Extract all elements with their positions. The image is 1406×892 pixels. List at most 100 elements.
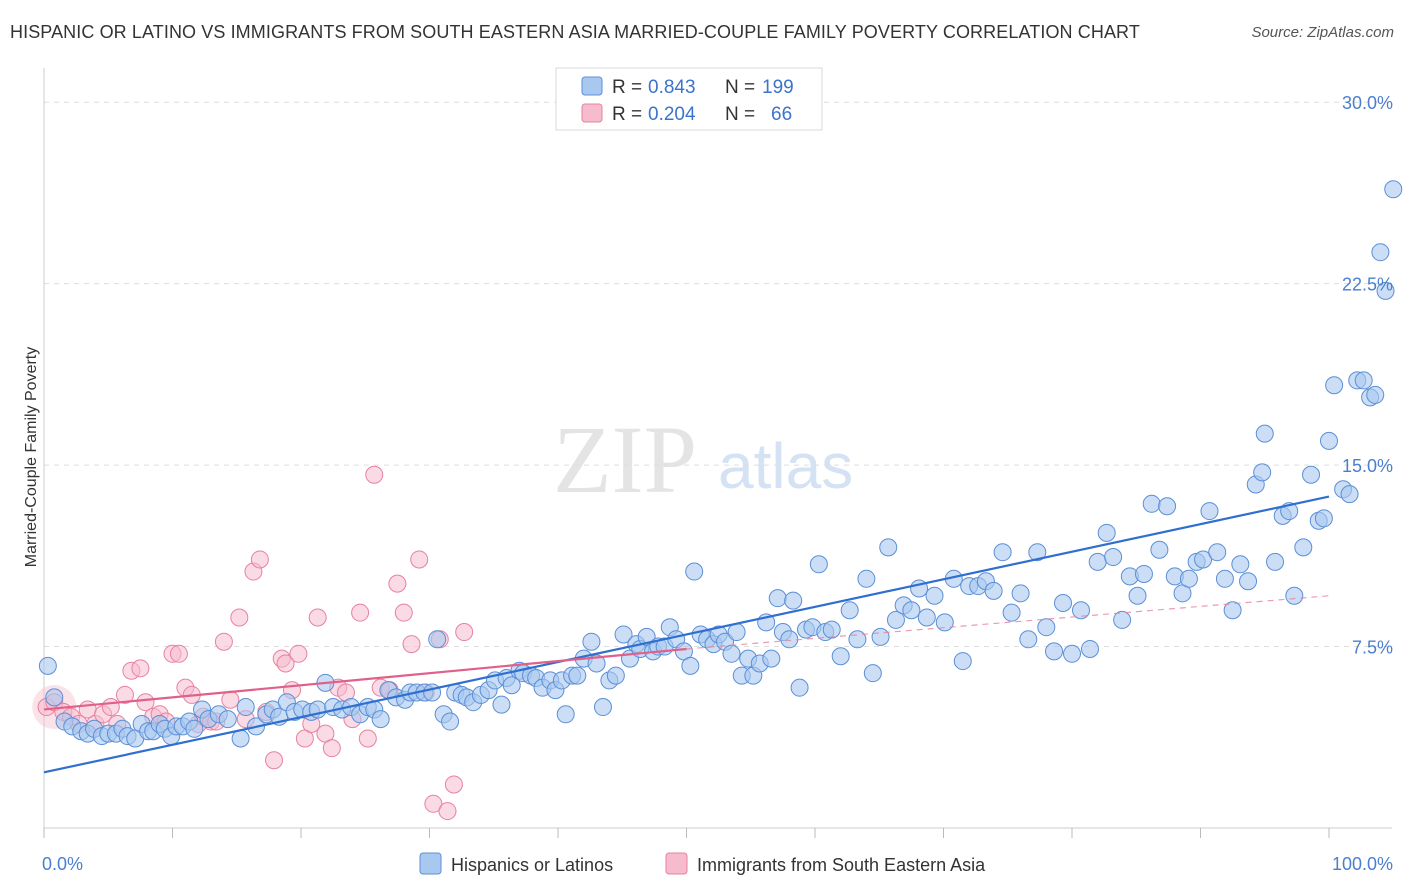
y-tick-label: 7.5% — [1352, 638, 1393, 658]
blue-point — [423, 683, 442, 702]
bottom-legend-label: Hispanics or Latinos — [451, 855, 613, 875]
x-tick-label: 0.0% — [42, 854, 83, 874]
pink-point — [410, 550, 429, 569]
blue-point — [993, 543, 1012, 562]
blue-point — [1071, 601, 1090, 620]
blue-point — [441, 712, 460, 731]
blue-point — [1320, 431, 1338, 450]
pink-trend-line — [43, 647, 687, 711]
legend-n-value: 66 — [771, 104, 792, 125]
blue-point — [768, 589, 787, 608]
blue-point — [1376, 281, 1395, 300]
blue-point — [984, 581, 1003, 600]
blue-point — [587, 654, 606, 673]
pink-point — [131, 659, 150, 678]
blue-point — [1019, 630, 1038, 649]
blue-point — [371, 710, 390, 729]
legend-r-label: R = — [612, 104, 642, 125]
blue-point — [1028, 543, 1047, 562]
blue-point — [1215, 569, 1234, 588]
blue-point — [593, 698, 612, 717]
blue-point — [1231, 555, 1250, 574]
blue-point — [1037, 618, 1056, 637]
pink-point — [136, 693, 155, 712]
bottom-legend-label: Immigrants from South Eastern Asia — [697, 855, 986, 875]
blue-point — [863, 664, 882, 683]
blue-point — [1200, 502, 1219, 521]
blue-point — [502, 676, 521, 695]
chart-title: HISPANIC OR LATINO VS IMMIGRANTS FROM SO… — [10, 22, 1140, 42]
blue-trend-line — [43, 495, 1330, 774]
blue-point — [1088, 552, 1107, 571]
blue-point — [1045, 642, 1064, 661]
blue-point — [1134, 564, 1153, 583]
blue-point — [784, 591, 803, 610]
pink-point — [115, 685, 134, 704]
blue-point — [1302, 465, 1321, 484]
blue-point — [1239, 572, 1258, 591]
y-tick-label: 15.0% — [1342, 456, 1393, 476]
blue-point — [722, 644, 741, 663]
pink-series — [32, 465, 474, 821]
y-axis-label: Married-Couple Family Poverty — [23, 347, 40, 568]
source-label: Source: ZipAtlas.com — [1251, 24, 1394, 41]
blue-point — [857, 569, 876, 588]
blue-point — [1128, 586, 1147, 605]
x-tick-label: 100.0% — [1332, 854, 1393, 874]
pink-point — [289, 644, 308, 663]
blue-point — [236, 698, 255, 717]
blue-point — [681, 656, 700, 675]
blue-point — [1104, 548, 1123, 567]
blue-point — [492, 695, 511, 714]
blue-point — [1384, 180, 1403, 199]
pink-point — [308, 608, 327, 627]
pink-point — [388, 574, 407, 593]
blue-point — [848, 630, 867, 649]
blue-point — [1285, 586, 1304, 605]
blue-point — [840, 601, 859, 620]
blue-point — [1080, 639, 1099, 658]
pink-point — [214, 632, 233, 651]
blue-point — [1179, 569, 1198, 588]
blue-point — [902, 601, 921, 620]
blue-point — [762, 649, 781, 668]
blue-point — [935, 613, 954, 632]
pink-point — [265, 751, 284, 770]
pink-point — [169, 644, 188, 663]
pink-point — [250, 550, 269, 569]
blue-point — [606, 666, 625, 685]
blue-point — [1223, 601, 1242, 620]
blue-point — [953, 652, 972, 671]
blue-point — [1063, 644, 1081, 663]
blue-point — [1054, 594, 1073, 612]
y-tick-label: 30.0% — [1342, 93, 1393, 113]
blue-point — [1294, 538, 1313, 557]
legend-n-label: N = — [725, 104, 755, 125]
blue-point — [185, 719, 204, 738]
blue-point — [582, 632, 601, 651]
blue-point — [1208, 543, 1227, 562]
legend-r-value: 0.843 — [648, 77, 696, 98]
blue-point — [831, 647, 850, 666]
pink-point — [230, 608, 249, 627]
blue-point — [822, 620, 841, 639]
pink-point — [444, 775, 463, 794]
watermark-zip: ZIP — [553, 406, 697, 513]
blue-point — [879, 538, 898, 557]
legend-r-label: R = — [612, 77, 642, 98]
bottom-legend-swatch-blue — [419, 852, 442, 875]
tick-labels: 7.5% 15.0% 22.5% 30.0% 0.0% 100.0% — [42, 93, 1393, 874]
pink-point — [101, 698, 120, 717]
blue-point — [1150, 540, 1169, 559]
pink-point — [365, 465, 384, 484]
y-tick-label: 22.5% — [1342, 275, 1393, 295]
blue-point — [45, 688, 64, 707]
blue-point — [1314, 509, 1333, 528]
blue-point — [1366, 385, 1385, 404]
blue-point — [1371, 243, 1390, 262]
blue-point — [917, 608, 936, 627]
blue-point — [1266, 552, 1285, 571]
blue-point — [1325, 376, 1344, 395]
blue-point — [1011, 584, 1030, 603]
